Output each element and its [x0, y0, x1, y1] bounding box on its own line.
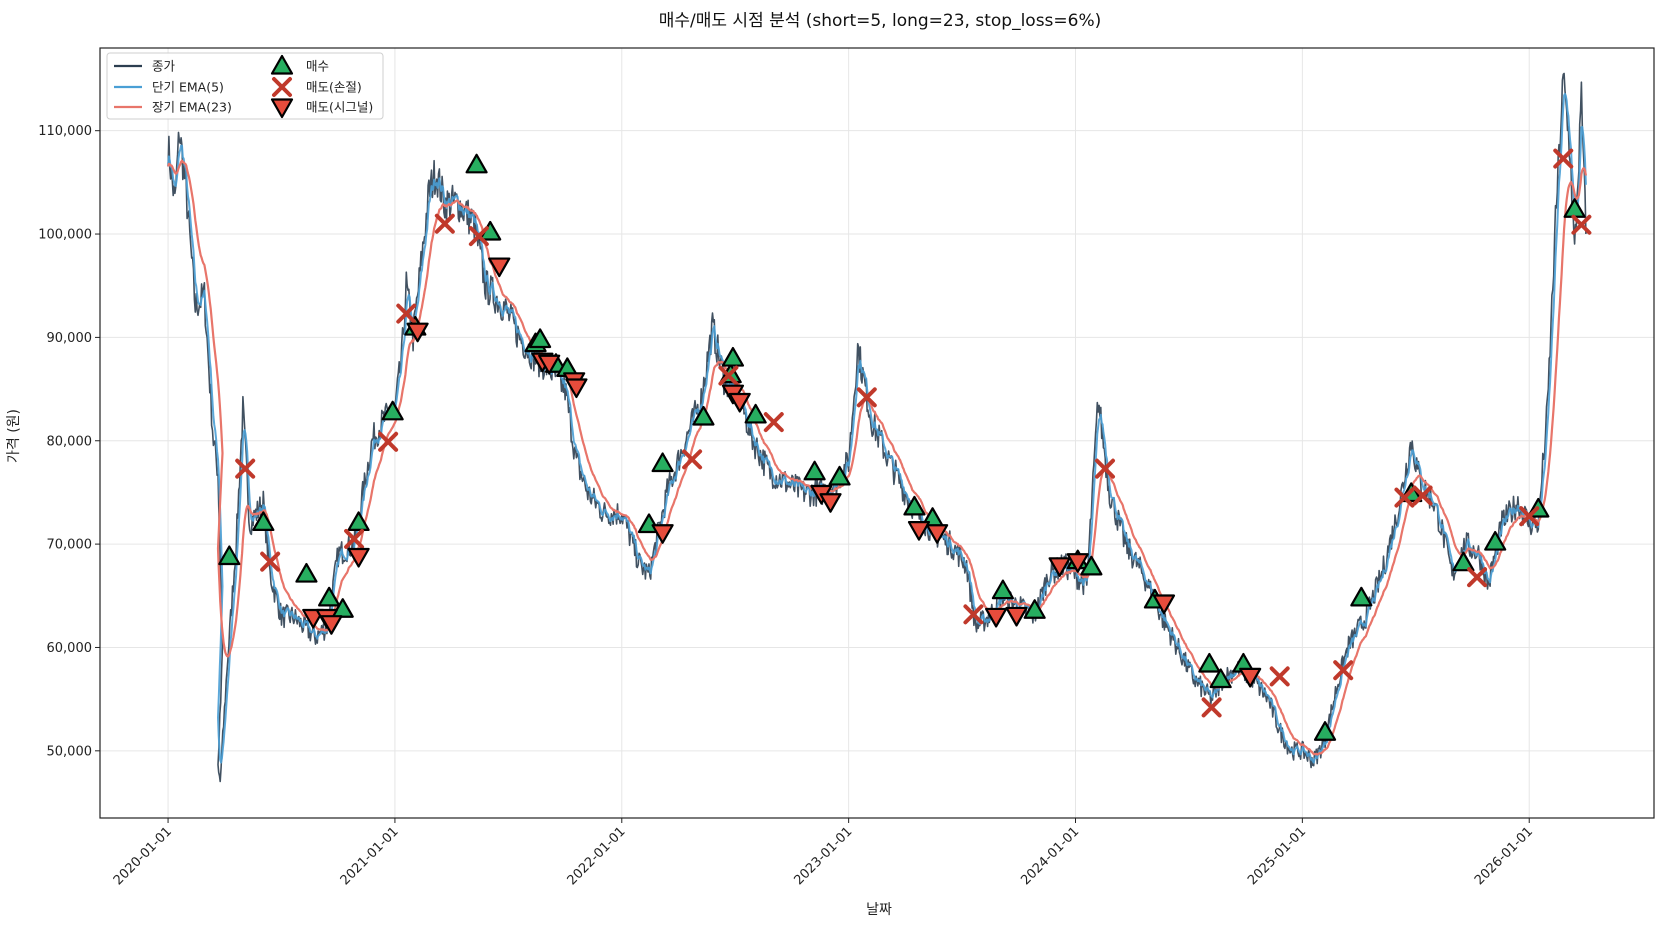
grid [100, 48, 1654, 818]
buy-marker [721, 346, 745, 367]
signal-sell-marker [538, 354, 561, 375]
stop-loss-marker [378, 431, 399, 452]
buy-marker [1023, 599, 1046, 619]
stop-loss-marker [434, 213, 455, 234]
legend-buy-swatch [270, 54, 294, 75]
stop-loss-marker [468, 226, 489, 247]
stop-loss-marker [1571, 214, 1592, 235]
stop-loss-marker [718, 365, 739, 386]
stop-loss-marker [260, 551, 281, 572]
buy-marker [347, 511, 370, 532]
signal-sell-marker [1066, 553, 1089, 573]
buy-marker [381, 400, 404, 421]
stop-loss-marker [1394, 487, 1415, 508]
signal-sell-marker [406, 322, 429, 343]
buy-marker [744, 403, 767, 424]
stop-loss-marker [1095, 458, 1115, 479]
signal-sell-marker [728, 392, 751, 413]
legend-label: 단기 EMA(5) [152, 80, 224, 95]
y-tick-label: 80,000 [47, 434, 93, 449]
stop-loss-marker [235, 458, 256, 479]
chart-title: 매수/매도 시점 분석 (short=5, long=23, stop_loss… [659, 11, 1102, 31]
buy-marker [828, 465, 851, 486]
legend-label: 장기 EMA(23) [152, 100, 232, 115]
buy-marker [991, 579, 1015, 600]
signal-sell-marker [1048, 557, 1071, 577]
y-tick-label: 50,000 [47, 744, 93, 759]
signal-sell-marker [651, 524, 674, 544]
signal-sell-marker [1005, 606, 1028, 627]
y-tick-label: 110,000 [38, 124, 92, 139]
signal-sell-marker [926, 524, 949, 544]
y-tick-label: 90,000 [47, 331, 93, 346]
stop-loss-marker [1519, 506, 1540, 527]
signal-sell-marker [819, 493, 842, 513]
stop-loss-marker [763, 412, 784, 433]
buy-marker [529, 328, 552, 349]
buy-marker [692, 405, 715, 426]
buy-marker [295, 562, 318, 583]
buy-marker [1080, 555, 1103, 576]
stop-loss-marker [1201, 697, 1222, 718]
stop-loss-marker [344, 528, 365, 549]
buy-marker [252, 511, 275, 532]
signal-sell-marker [1152, 594, 1176, 615]
stop-loss-marker [1333, 660, 1354, 681]
y-axis-ticks: 50,000 60,000 70,000 80,000 90,000 100,000 110… [38, 124, 100, 759]
stop-loss-marker [682, 449, 703, 470]
y-tick-label: 100,000 [38, 228, 92, 243]
short-ema-line [167, 92, 1587, 764]
signal-sell-marker [907, 521, 931, 541]
legend-label: 매도(손절) [306, 80, 362, 95]
signal-sell-marker [347, 547, 370, 568]
marker-layer [218, 148, 1592, 741]
stop-loss-marker [856, 387, 877, 408]
stop-loss-marker [1553, 148, 1574, 169]
signal-sell-marker [320, 615, 343, 635]
stop-loss-marker [1467, 567, 1488, 588]
buy-marker [331, 598, 354, 618]
signal-sell-marker [488, 257, 511, 278]
plot-area-frame [99, 47, 1655, 819]
legend-label: 매수 [306, 59, 329, 74]
buy-marker [903, 495, 926, 516]
buy-marker [1452, 551, 1475, 572]
buy-marker [803, 460, 826, 481]
buy-marker [218, 545, 241, 566]
y-tick-label: 60,000 [47, 641, 93, 656]
stop-loss-marker [396, 303, 417, 324]
stop-loss-marker [1269, 666, 1290, 687]
buy-marker [1198, 652, 1221, 673]
x-axis-label: 날짜 [866, 902, 892, 918]
legend-box [106, 52, 384, 120]
buy-marker [1350, 586, 1373, 607]
stop-loss-marker [963, 604, 984, 625]
signal-sell-marker [985, 607, 1008, 628]
buy-marker [1484, 530, 1507, 551]
legend-signal-swatch [270, 98, 294, 119]
buy-marker [651, 452, 674, 473]
y-axis-label: 가격 (원) [6, 409, 22, 463]
signal-sell-marker [565, 378, 588, 399]
legend-stop-swatch [272, 77, 292, 97]
signal-sell-marker [1239, 667, 1262, 688]
y-tick-label: 70,000 [47, 538, 93, 553]
buy-marker [465, 153, 488, 174]
buy-marker [1209, 668, 1232, 689]
buy-marker [1313, 721, 1337, 741]
legend-label: 매도(시그널) [306, 100, 373, 115]
buy-marker [318, 586, 341, 607]
legend-label: 종가 [152, 59, 176, 74]
stop-loss-marker [1412, 485, 1433, 506]
